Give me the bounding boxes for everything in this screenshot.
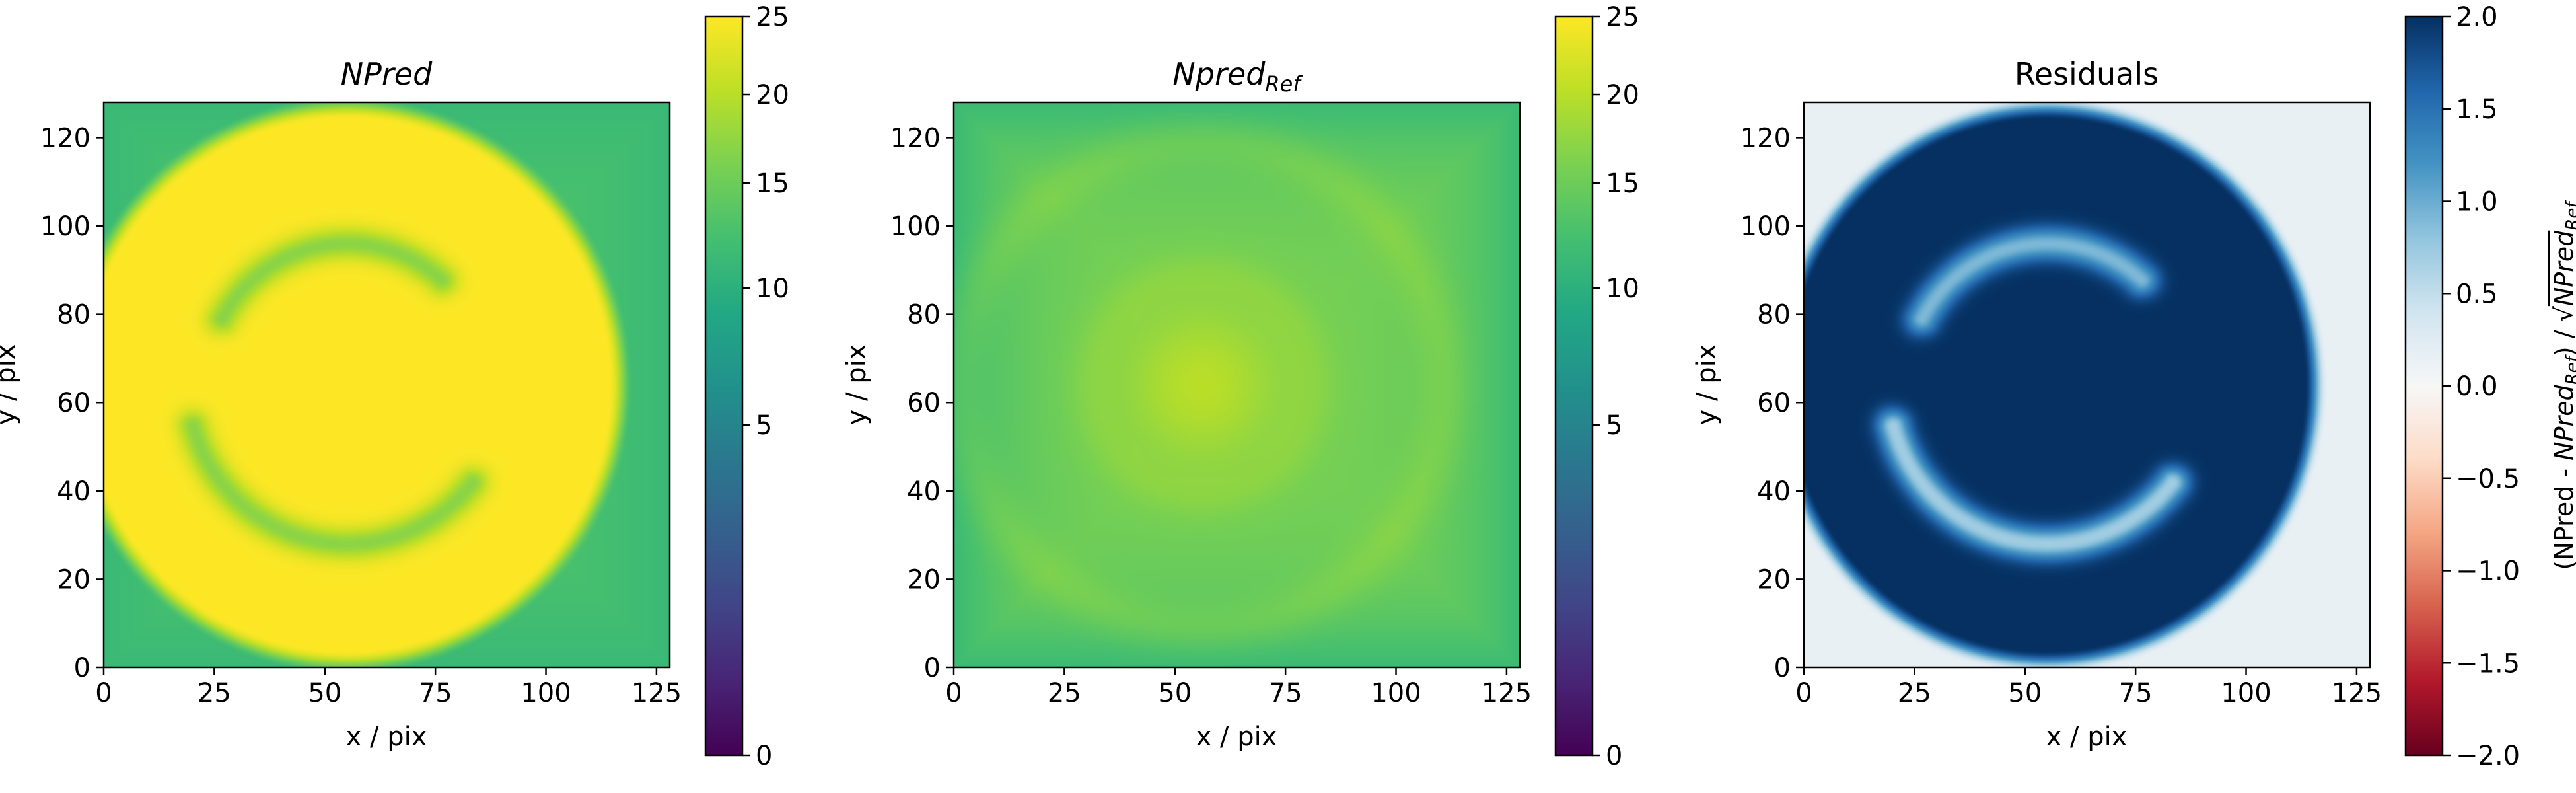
y-tick-label: 20	[1757, 564, 1791, 595]
y-tick-label: 0	[1774, 653, 1791, 683]
y-tick-label: 120	[890, 123, 941, 153]
y-tick-label: 0	[74, 653, 90, 683]
npred-y-ticks: 0 20 40 60 80 100 120	[40, 123, 104, 683]
residuals-heatmap	[1804, 102, 2370, 667]
y-tick-label: 40	[907, 476, 941, 507]
y-tick-label: 100	[40, 211, 90, 242]
y-tick-label: 120	[1740, 123, 1791, 153]
colorbar-tick-label: 5	[756, 410, 772, 441]
npred-x-axis-label: x / pix	[346, 722, 427, 752]
x-tick-label: 75	[2119, 678, 2153, 708]
x-tick-label: 125	[1482, 678, 1532, 708]
x-tick-label: 25	[197, 678, 231, 708]
x-tick-label: 100	[520, 678, 571, 708]
x-tick-label: 0	[1795, 678, 1812, 708]
colorbar-tick-label: 5	[1606, 410, 1622, 441]
colorbar-tick-label: 10	[756, 274, 789, 304]
colorbar-tick-label: 25	[1606, 2, 1639, 32]
y-tick-label: 120	[40, 123, 90, 153]
npred-ref-x-axis-label: x / pix	[1196, 722, 1277, 752]
x-tick-label: 50	[2008, 678, 2042, 708]
x-tick-label: 25	[1898, 678, 1931, 708]
residuals-colorbar	[2404, 15, 2444, 757]
npred-ref-y-axis-label: y / pix	[841, 344, 872, 426]
colorbar-tick-label: −0.5	[2456, 464, 2520, 494]
npred-ref-x-ticks: 0 25 50 75 100 125	[945, 667, 1532, 708]
residuals-x-axis-label: x / pix	[2046, 722, 2128, 752]
residuals-y-axis-label: y / pix	[1692, 344, 1722, 426]
x-tick-label: 100	[1371, 678, 1421, 708]
npred-ref-title: NpredRef	[1172, 56, 1303, 96]
y-tick-label: 100	[890, 211, 941, 242]
colorbar-tick-label: 0.0	[2456, 371, 2498, 402]
npred-title: NPred	[341, 56, 433, 92]
x-tick-label: 75	[419, 678, 452, 708]
colorbar-tick-label: 10	[1606, 274, 1639, 304]
x-tick-label: 50	[308, 678, 341, 708]
npred-ref-colorbar	[1554, 15, 1594, 757]
colorbar-tick-label: 25	[756, 2, 789, 32]
residuals-y-ticks: 0 20 40 60 80 100 120	[1740, 123, 1804, 683]
colorbar-tick-label: 0.5	[2456, 279, 2498, 309]
y-tick-label: 60	[57, 388, 90, 418]
y-tick-label: 100	[1740, 211, 1791, 242]
x-tick-label: 0	[95, 678, 112, 708]
npred-ref-title-subscript: Ref	[1265, 71, 1303, 96]
y-tick-label: 20	[907, 564, 941, 595]
npred-ref-heatmap	[954, 102, 1520, 667]
colorbar-tick-label: −1.0	[2456, 556, 2520, 587]
npred-ref-y-ticks: 0 20 40 60 80 100 120	[890, 123, 954, 683]
npred-colorbar-ticks: 0 5 10 15 20 25	[742, 2, 789, 771]
npred-plot-frame	[102, 101, 671, 669]
x-tick-label: 50	[1158, 678, 1192, 708]
npred-heatmap	[104, 102, 670, 667]
npred-ref-plot-frame	[952, 101, 1521, 669]
y-tick-label: 80	[907, 300, 941, 330]
npred-ref-title-main: Npred	[1172, 56, 1266, 92]
y-tick-label: 0	[924, 653, 941, 683]
colorbar-tick-label: −1.5	[2456, 648, 2520, 679]
colorbar-tick-label: 20	[1606, 80, 1639, 110]
y-tick-label: 60	[907, 388, 941, 418]
npred-y-axis-label: y / pix	[0, 344, 21, 426]
colorbar-tick-label: 1.5	[2456, 94, 2498, 125]
npred-x-ticks: 0 25 50 75 100 125	[95, 667, 682, 708]
colorbar-tick-label: 1.0	[2456, 187, 2498, 217]
colorbar-tick-label: −2.0	[2456, 741, 2520, 771]
residuals-title: Residuals	[2015, 56, 2159, 92]
x-tick-label: 125	[631, 678, 682, 708]
x-tick-label: 100	[2221, 678, 2271, 708]
residuals-x-ticks: 0 25 50 75 100 125	[1795, 667, 2382, 708]
residuals-panel: Residuals 0 25 50 75 100 125 020406080100120 …	[1692, 2, 2576, 771]
residuals-plot-frame	[1803, 101, 2371, 669]
y-tick-label: 80	[57, 300, 90, 330]
x-tick-label: 125	[2332, 678, 2382, 708]
residuals-colorbar-ticks: 2.0 1.5 1.0 0.5 0.0 −0.5 −1.0 −1.5 −2.0	[2443, 2, 2520, 771]
colorbar-tick-label: 15	[1606, 169, 1639, 199]
x-tick-label: 25	[1048, 678, 1081, 708]
npred-ref-colorbar-ticks: 0 5 10 15 20 25	[1592, 2, 1639, 771]
colorbar-tick-label: 2.0	[2456, 2, 2498, 32]
x-tick-label: 75	[1269, 678, 1303, 708]
npred-colorbar	[704, 15, 744, 757]
x-tick-label: 0	[945, 678, 962, 708]
colorbar-tick-label: 20	[756, 80, 789, 110]
colorbar-tick-label: 0	[1606, 741, 1622, 771]
y-tick-label: 60	[1757, 388, 1791, 418]
residuals-colorbar-label: (NPred - NPredRef) / √NPredRef	[2550, 200, 2576, 570]
colorbar-tick-label: 15	[756, 169, 789, 199]
y-tick-label: 80	[1757, 300, 1791, 330]
y-tick-label: 40	[57, 476, 90, 507]
y-tick-label: 40	[1757, 476, 1791, 507]
y-tick-label: 20	[57, 564, 90, 595]
colorbar-tick-label: 0	[756, 741, 772, 771]
